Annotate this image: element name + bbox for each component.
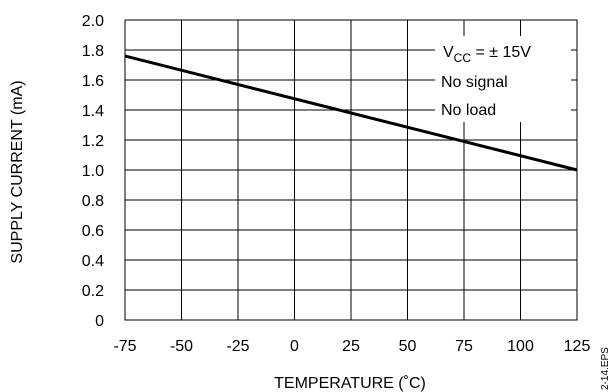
y-tick-label: 0.6 [82, 223, 104, 240]
y-tick-label: 0.2 [82, 283, 104, 300]
figure-id: 2-14.EPS [600, 347, 611, 390]
y-tick-label: 0 [95, 313, 104, 330]
y-tick-label: 1.8 [82, 43, 104, 60]
x-tick-label: -50 [170, 338, 193, 355]
grid [124, 19, 578, 321]
x-tick-label: 0 [290, 338, 299, 355]
conditions-legend: VCC = ± 15V No signal No load [435, 36, 571, 122]
x-tick-label: -75 [113, 338, 136, 355]
y-tick-label: 1.6 [82, 73, 104, 90]
x-tick-label: -25 [226, 338, 249, 355]
no-load-label: No load [441, 102, 496, 119]
vcc-label: VCC = ± 15V [443, 44, 531, 65]
y-tick-label: 1.2 [82, 133, 104, 150]
x-tick-label: 50 [399, 338, 417, 355]
x-tick-labels: -75 -50 -25 0 25 50 75 100 125 [113, 338, 590, 355]
series-line [124, 54, 578, 172]
no-signal-label: No signal [441, 74, 508, 91]
vcc-main: V [443, 44, 454, 61]
vcc-subscript: CC [454, 51, 472, 65]
y-axis-title: SUPPLY CURRENT (mA) [9, 80, 26, 263]
y-tick-label: 0.8 [82, 193, 104, 210]
y-tick-label: 1.4 [82, 103, 104, 120]
vcc-value: = ± 15V [471, 44, 531, 61]
legend-background [435, 36, 571, 122]
series-group [124, 54, 578, 172]
x-tick-label: 125 [564, 338, 591, 355]
y-tick-label: 2.0 [82, 13, 104, 30]
x-tick-label: 100 [507, 338, 534, 355]
x-tick-label: 25 [342, 338, 360, 355]
y-tick-labels: 0 0.2 0.4 0.6 0.8 1.0 1.2 1.4 1.6 1.8 2.0 [82, 13, 104, 330]
y-tick-label: 0.4 [82, 253, 104, 270]
y-tick-label: 1.0 [82, 163, 104, 180]
x-axis-title: TEMPERATURE (˚C) [274, 375, 426, 392]
x-tick-label: 75 [455, 338, 473, 355]
